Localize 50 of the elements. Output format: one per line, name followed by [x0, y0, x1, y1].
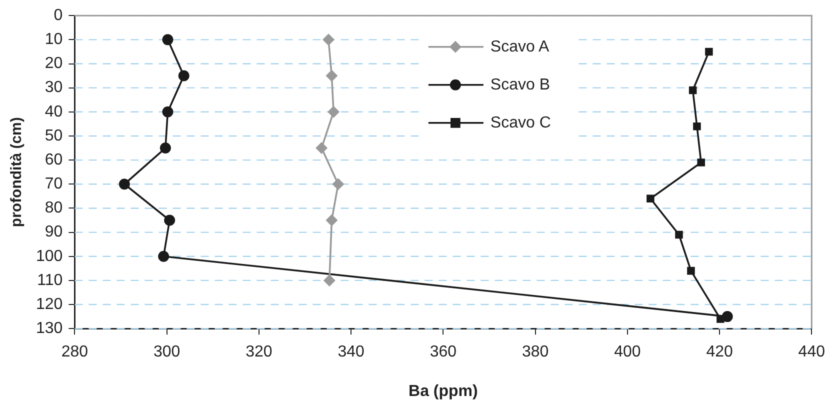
point: [722, 311, 733, 322]
point: [322, 34, 334, 46]
x-tick-label: 420: [706, 344, 733, 361]
legend-label: Scavo A: [490, 38, 550, 56]
y-tick-label: 90: [44, 224, 63, 241]
point: [164, 214, 176, 226]
point: [693, 122, 701, 130]
point: [118, 178, 130, 190]
point: [178, 70, 190, 82]
y-tick-label: 120: [36, 296, 63, 313]
point: [326, 70, 338, 82]
x-tick-label: 400: [614, 344, 641, 361]
point: [316, 142, 328, 154]
point: [687, 266, 695, 275]
point: [688, 86, 697, 94]
y-tick-label: 100: [36, 248, 63, 265]
point: [162, 34, 174, 46]
x-tick-label: 300: [153, 344, 180, 361]
y-tick-label: 80: [44, 200, 63, 217]
y-tick-label: 30: [44, 79, 63, 96]
y-tick-label: 110: [37, 272, 63, 289]
x-axis-title: Ba (ppm): [408, 382, 478, 400]
point: [697, 158, 705, 166]
y-tick-label: 130: [36, 320, 63, 338]
y-tick-label: 0: [54, 7, 63, 24]
x-tick-label: 380: [522, 344, 549, 361]
legend-label: Scavo C: [490, 114, 551, 132]
point: [162, 106, 174, 118]
point: [328, 106, 340, 118]
x-tick-label: 280: [61, 344, 88, 361]
point: [646, 194, 654, 202]
y-tick-label: 60: [44, 151, 63, 168]
y-tick-label: 50: [44, 127, 63, 144]
point: [323, 274, 336, 286]
y-tick-label: 10: [44, 31, 63, 48]
point: [675, 230, 683, 239]
y-tick-label: 70: [44, 176, 63, 193]
point: [158, 250, 170, 262]
y-tick-label: 40: [44, 103, 63, 120]
x-tick-label: 360: [430, 344, 457, 361]
y-tick-label: 20: [44, 55, 63, 72]
x-tick-label: 440: [798, 344, 826, 361]
point: [705, 48, 713, 56]
point: [326, 214, 338, 226]
legend-label: Scavo B: [490, 76, 550, 94]
x-tick-label: 340: [338, 344, 364, 361]
point: [332, 178, 344, 190]
x-tick-label: 320: [246, 344, 272, 361]
point: [160, 142, 171, 154]
y-axis-title: profondità (cm): [8, 117, 26, 228]
